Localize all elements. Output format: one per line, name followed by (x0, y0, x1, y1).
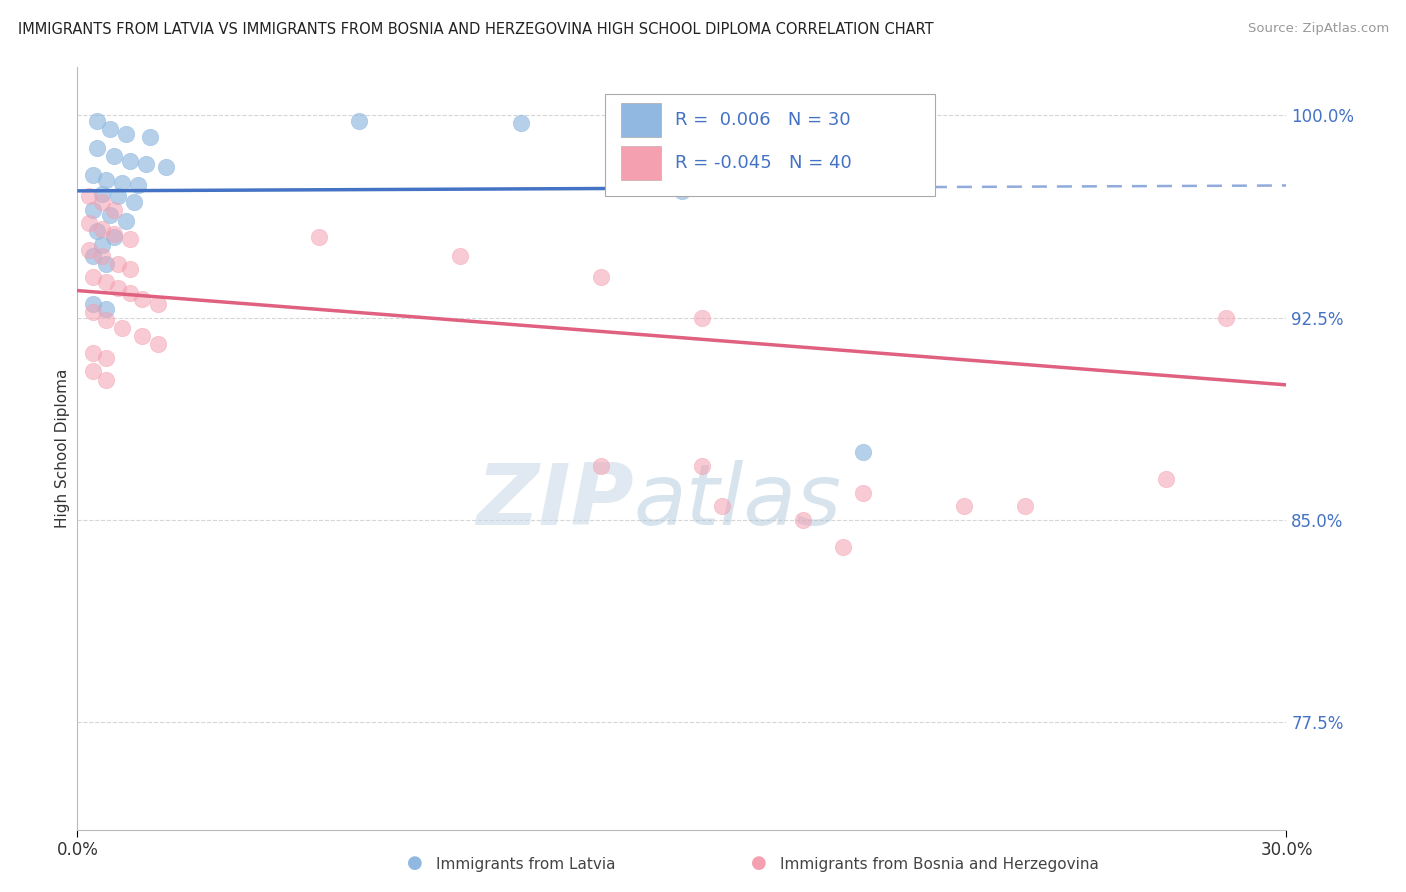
Point (107, 281, 129, 295)
Point (111, 321, 134, 335)
Point (94, 173, 117, 187)
Text: ZIP: ZIP (475, 460, 634, 543)
Point (832, 540, 855, 554)
Point (118, 262, 141, 277)
Point (90, 248, 112, 262)
Point (90, 194, 112, 209)
Text: ●: ● (406, 855, 423, 872)
Text: Source: ZipAtlas.com: Source: ZipAtlas.com (1249, 22, 1389, 36)
Point (107, 257, 129, 271)
Point (852, 445, 875, 459)
Point (103, 227, 125, 241)
Point (79, 189, 101, 203)
Point (690, 458, 713, 473)
Text: IMMIGRANTS FROM LATVIA VS IMMIGRANTS FROM BOSNIA AND HERZEGOVINA HIGH SCHOOL DIP: IMMIGRANTS FROM LATVIA VS IMMIGRANTS FRO… (18, 22, 934, 37)
Point (82, 345, 104, 359)
Point (94, 257, 117, 271)
Text: ●: ● (751, 855, 768, 872)
Point (139, 130, 162, 145)
Point (349, 113, 371, 128)
Point (711, 499, 734, 513)
Point (90, 221, 112, 235)
Point (114, 128, 136, 142)
Point (107, 189, 129, 203)
Point (146, 297, 169, 311)
Point (82, 297, 104, 311)
Point (118, 286, 141, 301)
Point (86, 224, 108, 238)
Point (82, 270, 104, 285)
Point (90, 186, 112, 201)
Point (671, 184, 693, 198)
Point (1215, 310, 1237, 325)
Text: R = -0.045   N = 40: R = -0.045 N = 40 (675, 154, 852, 172)
Point (82, 202, 104, 217)
Point (118, 154, 141, 169)
Point (135, 157, 157, 171)
Point (131, 329, 153, 343)
Text: Immigrants from Bosnia and Herzegovina: Immigrants from Bosnia and Herzegovina (780, 857, 1099, 872)
Point (103, 229, 125, 244)
Point (1154, 472, 1177, 486)
Point (146, 337, 169, 351)
Point (449, 248, 471, 262)
Point (591, 270, 613, 285)
Point (953, 499, 976, 513)
Point (86, 113, 108, 128)
Point (155, 160, 177, 174)
Point (90, 237, 112, 252)
Point (94, 276, 117, 290)
Text: R =  0.006   N = 30: R = 0.006 N = 30 (675, 112, 851, 129)
Point (127, 178, 149, 193)
Point (86, 141, 108, 155)
Point (852, 485, 875, 500)
Point (1014, 499, 1036, 513)
Point (103, 149, 125, 163)
Point (792, 513, 814, 527)
Point (94, 351, 117, 365)
Point (94, 372, 117, 386)
Point (98, 121, 121, 136)
Point (82, 364, 104, 378)
Point (591, 458, 613, 473)
Point (118, 232, 141, 246)
Point (79, 243, 101, 257)
Point (122, 194, 145, 209)
Point (82, 305, 104, 319)
Point (82, 248, 104, 262)
Point (98, 208, 121, 222)
Text: atlas: atlas (634, 460, 842, 543)
Point (94, 313, 117, 327)
Point (103, 202, 125, 217)
Point (94, 302, 117, 317)
Point (509, 116, 531, 130)
Point (308, 229, 330, 244)
Point (690, 310, 713, 325)
Point (79, 216, 101, 230)
Point (131, 292, 153, 306)
Y-axis label: High School Diploma: High School Diploma (55, 368, 70, 528)
Point (82, 168, 104, 182)
Point (114, 213, 136, 227)
Point (111, 176, 134, 190)
Text: Immigrants from Latvia: Immigrants from Latvia (436, 857, 616, 872)
